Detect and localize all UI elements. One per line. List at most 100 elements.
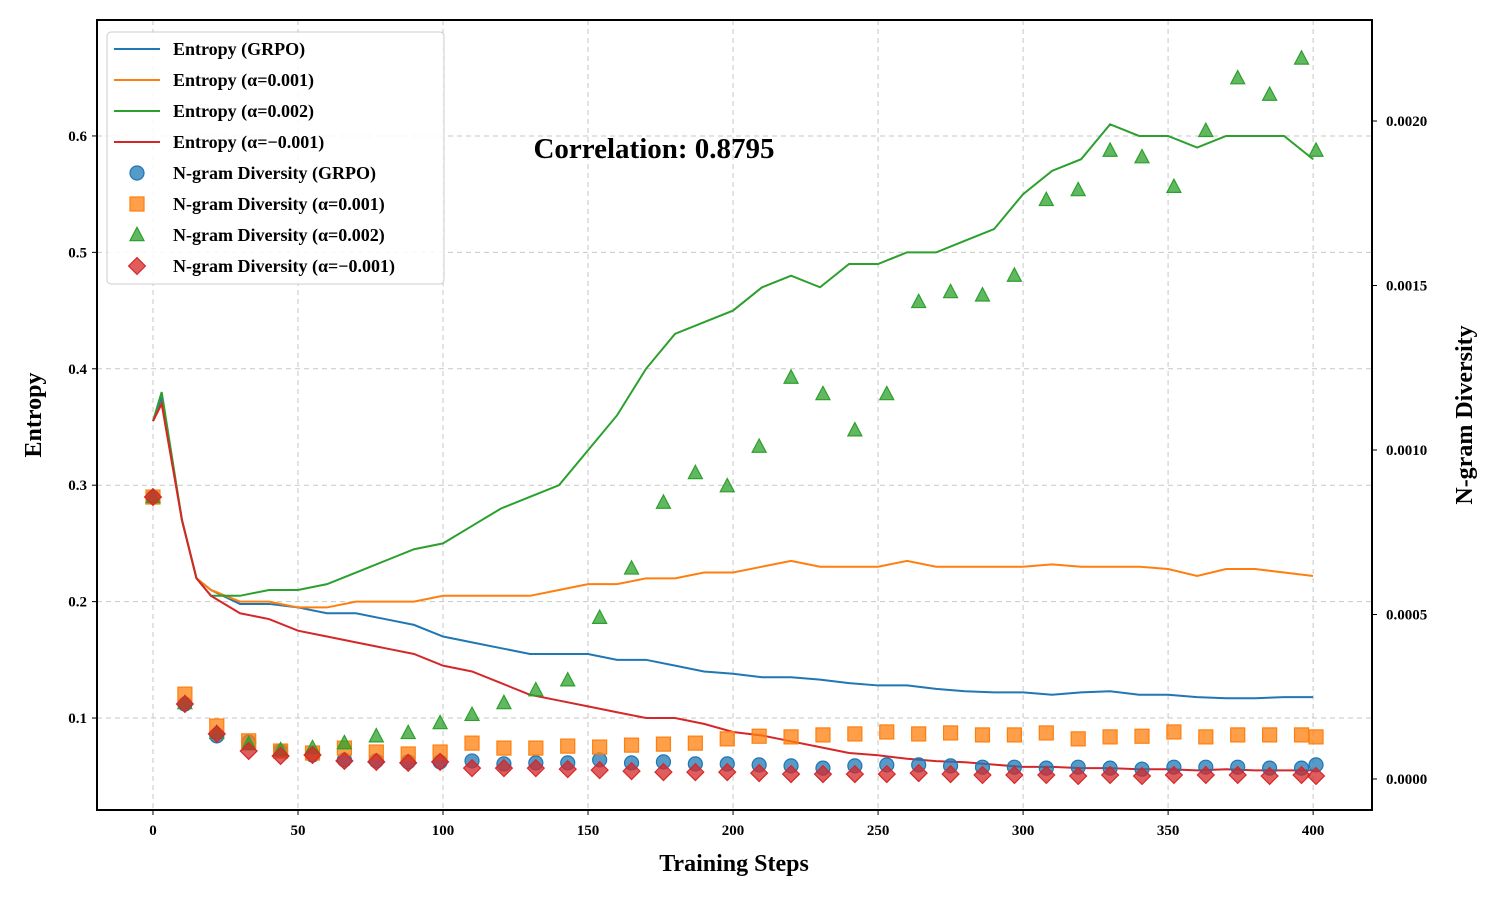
ngram-point-triangle: [751, 437, 768, 453]
ngram-point-triangle: [1293, 49, 1310, 65]
ngram-point-triangle: [687, 464, 704, 480]
y-tick-label: 0.5: [68, 245, 87, 261]
x-tick-label: 250: [867, 823, 890, 839]
ngram-point-square: [879, 724, 895, 740]
ngram-point-diamond: [1037, 765, 1056, 785]
ngram-point-square: [942, 725, 959, 741]
entropy-line-1: [152, 400, 1314, 609]
ngram-point-diamond: [207, 724, 227, 744]
ngram-point-triangle: [368, 727, 385, 743]
ngram-point-diamond: [1196, 765, 1216, 785]
ngram-point-diamond: [845, 764, 865, 784]
ngram-point-diamond: [941, 764, 960, 784]
ngram-point-diamond: [781, 764, 801, 784]
ngram-point-diamond: [1260, 766, 1279, 786]
y-tick-label: 0.6: [68, 129, 87, 145]
ngram-point-diamond: [877, 764, 897, 784]
ngram-point-square: [1166, 724, 1182, 740]
ngram-point-square: [1038, 725, 1054, 741]
ngram-point-diamond: [622, 761, 641, 781]
y-tick-label: 0.2: [68, 595, 87, 611]
entropy-line-2: [152, 123, 1314, 597]
ngram-point-triangle: [655, 493, 672, 509]
legend-marker-triangle: [129, 226, 145, 242]
ngram-point-diamond: [1005, 765, 1024, 785]
ngram-point-diamond: [909, 763, 928, 783]
ngram-point-triangle: [591, 608, 608, 624]
ngram-point-square: [783, 729, 799, 745]
y-right-tick-label: 0.0015: [1386, 279, 1427, 295]
ngram-point-square: [751, 728, 767, 744]
y-right-tick-label: 0.0000: [1386, 772, 1427, 788]
ngram-point-diamond: [430, 752, 450, 772]
ngram-point-triangle: [432, 714, 449, 730]
ngram-point-diamond: [398, 753, 418, 773]
ngram-point-diamond: [239, 741, 258, 761]
x-tick-label: 350: [1157, 823, 1180, 839]
ngram-point-triangle: [1102, 141, 1119, 157]
ngram-point-triangle: [1006, 266, 1023, 282]
ngram-point-square: [847, 726, 863, 742]
legend-label: Entropy (α=−0.001): [173, 132, 324, 153]
ngram-point-triangle: [1308, 141, 1325, 157]
y-right-tick-label: 0.0005: [1386, 608, 1427, 624]
legend: Entropy (GRPO) Entropy (α=0.001) Entropy (…: [106, 31, 445, 285]
y-right-tick-label: 0.0020: [1386, 114, 1427, 130]
ngram-point-diamond: [494, 758, 514, 778]
ngram-point-diamond: [813, 764, 833, 784]
ngram-point-square: [592, 739, 608, 755]
ngram-points: [143, 49, 1326, 786]
legend-label: N-gram Diversity (α=0.001): [173, 194, 385, 215]
legend-label: N-gram Diversity (α=−0.001): [173, 256, 395, 277]
ngram-point-triangle: [814, 385, 831, 401]
legend-marker-circle: [129, 165, 145, 181]
ngram-point-square: [1198, 729, 1214, 745]
ngram-point-diamond: [526, 758, 546, 778]
ngram-point-square: [1293, 727, 1310, 743]
ngram-point-triangle: [495, 694, 512, 710]
ngram-point-diamond: [1164, 765, 1184, 785]
ngram-point-square: [1262, 727, 1278, 743]
grid: [97, 20, 1372, 810]
legend-marker-square: [129, 196, 145, 212]
ngram-point-diamond: [1228, 765, 1247, 785]
ngram-point-square: [464, 735, 480, 751]
ngram-point-triangle: [464, 705, 481, 722]
legend-marker-diamond: [127, 256, 147, 276]
ngram-point-triangle: [1197, 121, 1214, 138]
ngram-point-square: [623, 737, 640, 753]
ngram-point-diamond: [973, 765, 992, 785]
ngram-point-diamond: [686, 762, 705, 782]
ngram-point-diamond: [143, 487, 163, 507]
ngram-point-diamond: [558, 759, 577, 779]
ngram-point-diamond: [749, 763, 769, 783]
ngram-point-triangle: [1261, 85, 1278, 101]
correlation-annotation: Correlation: 0.8795: [533, 133, 774, 165]
ngram-point-square: [815, 727, 831, 743]
ngram-point-square: [655, 736, 672, 752]
ngram-point-diamond: [367, 752, 386, 772]
ngram-point-square: [911, 726, 927, 742]
ngram-point-diamond: [335, 751, 354, 771]
ngram-point-square: [687, 735, 703, 751]
ngram-point-diamond: [1306, 766, 1326, 786]
x-tick-label: 200: [722, 823, 745, 839]
ngram-point-square: [528, 740, 544, 756]
ngram-point-triangle: [1038, 190, 1055, 207]
ngram-point-diamond: [462, 758, 482, 778]
ngram-point-diamond: [175, 694, 195, 714]
ngram-point-diamond: [271, 746, 290, 766]
x-tick-label: 100: [432, 823, 455, 839]
x-axis-label: Training Steps: [659, 851, 809, 877]
x-tick-label: 0: [149, 823, 157, 839]
ngram-point-triangle: [878, 385, 895, 401]
ngram-point-square: [1134, 728, 1150, 744]
y-axis-right-label: N-gram Diversity: [1452, 325, 1478, 504]
y-tick-label: 0.4: [68, 362, 87, 378]
ngram-point-diamond: [1132, 766, 1152, 786]
plot-frame: [96, 19, 1373, 811]
y-axis-label: Entropy: [21, 373, 47, 458]
ngram-point-diamond: [303, 745, 322, 765]
ngram-point-triangle: [400, 723, 417, 740]
